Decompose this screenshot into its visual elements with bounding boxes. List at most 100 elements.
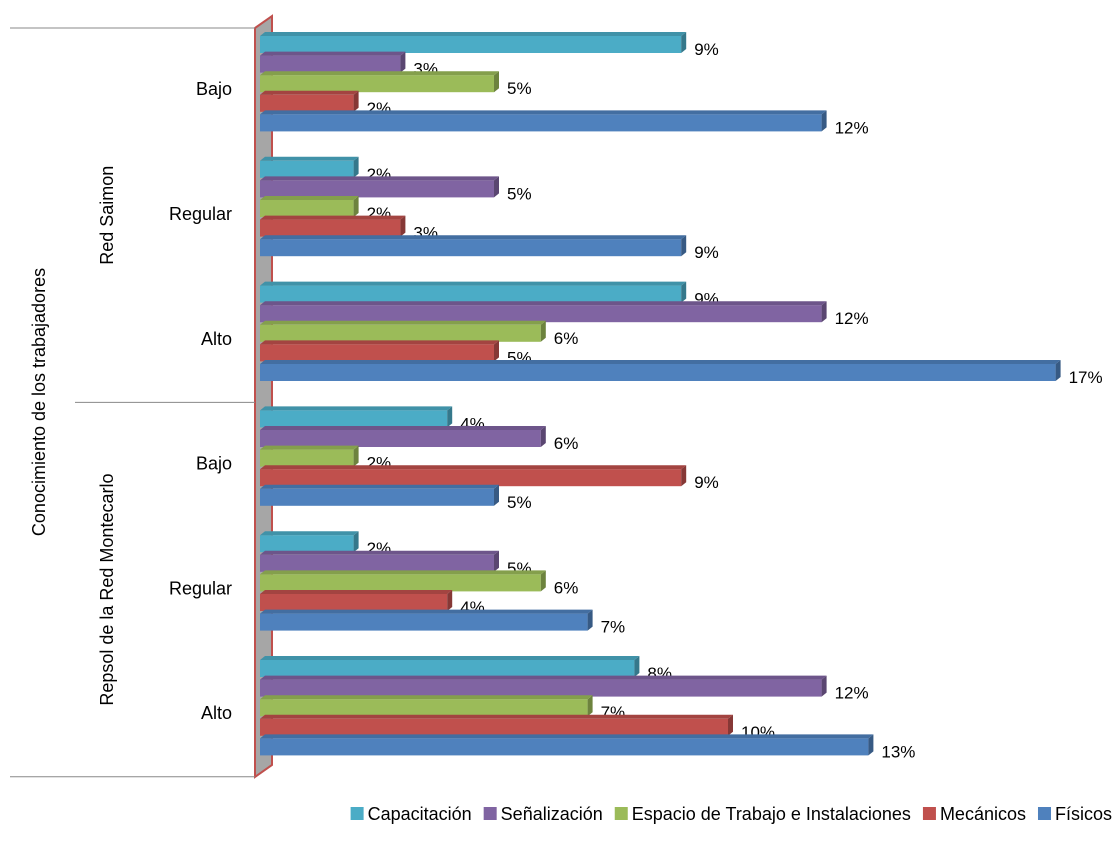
bar-side	[494, 71, 499, 93]
bar	[260, 36, 682, 53]
bar	[260, 324, 541, 342]
category-label: Regular	[169, 578, 232, 598]
bar-side	[447, 406, 453, 428]
value-label: 13%	[881, 742, 915, 761]
bar	[260, 239, 682, 257]
category-label: Regular	[169, 204, 232, 224]
legend-label: Capacitación	[368, 804, 472, 824]
bar-side	[400, 51, 406, 73]
bar-side	[681, 235, 687, 257]
bar-top	[260, 714, 733, 719]
bar-top	[260, 484, 499, 489]
bar-side	[400, 215, 406, 237]
legend: Capacitación Señalización Espacio de Traba…	[350, 804, 1112, 824]
bar	[260, 364, 1056, 381]
bar	[260, 574, 541, 592]
bar	[260, 718, 728, 736]
legend-swatch	[483, 807, 497, 820]
bar	[260, 200, 354, 217]
bar-top	[260, 656, 640, 660]
bar-top	[260, 406, 453, 411]
group-label: Repsol de la Red Montecarlo	[97, 474, 117, 706]
bar-top	[260, 215, 406, 220]
bar	[260, 469, 682, 487]
group-label: Red Saimon	[97, 166, 117, 265]
bar-top	[260, 235, 687, 240]
bar-top	[260, 281, 687, 286]
legend-label: Señalización	[501, 804, 603, 824]
legend-swatch	[922, 807, 936, 820]
value-label: 6%	[554, 329, 579, 348]
bar	[260, 554, 494, 572]
bar	[260, 94, 354, 112]
bar-side	[681, 32, 687, 53]
bar	[260, 679, 822, 697]
value-label: 5%	[507, 79, 532, 98]
category-label: Alto	[201, 703, 232, 723]
bar-top	[260, 590, 453, 594]
bar	[260, 55, 401, 73]
bar-side	[681, 281, 687, 303]
bar-side	[868, 734, 874, 756]
bar	[260, 430, 541, 447]
bar-side	[681, 465, 687, 487]
bar-top	[260, 675, 827, 680]
bar-side	[821, 301, 827, 323]
bar	[260, 114, 822, 132]
bar-top	[260, 734, 874, 739]
value-label: 5%	[507, 493, 532, 512]
bar	[260, 594, 448, 611]
legend-label: Mecánicos	[940, 804, 1026, 824]
bar-side	[447, 590, 453, 611]
bar	[260, 699, 588, 717]
bar-top	[260, 570, 546, 575]
bar	[260, 613, 588, 631]
legend-label: Espacio de Trabajo e Instalaciones	[632, 804, 911, 824]
legend-swatch	[350, 807, 364, 820]
bar-top	[260, 426, 546, 430]
bar-top	[260, 320, 546, 325]
bar-side	[540, 570, 546, 592]
bar-top	[260, 32, 687, 36]
bar	[260, 535, 354, 553]
value-label: 6%	[554, 578, 579, 597]
value-label: 12%	[835, 118, 869, 137]
bar-side	[728, 714, 733, 736]
category-label: Bajo	[196, 454, 232, 474]
bar	[260, 488, 494, 506]
bar	[260, 738, 869, 756]
bar-top	[260, 550, 499, 555]
value-label: 6%	[554, 434, 579, 453]
legend-swatch	[1037, 807, 1051, 820]
bar-top	[260, 301, 827, 306]
bar	[260, 305, 822, 323]
bar-side	[353, 445, 359, 467]
bar-side	[587, 695, 593, 717]
bar-side	[494, 550, 499, 572]
bar-top	[260, 695, 593, 700]
value-label: 12%	[835, 684, 869, 703]
value-label: 9%	[694, 243, 719, 262]
bar-top	[260, 51, 406, 56]
bar-top	[260, 156, 359, 161]
bar-top	[260, 445, 359, 450]
value-label: 7%	[601, 618, 626, 637]
bar-side	[1055, 360, 1061, 381]
bar-top	[260, 465, 687, 470]
bar-top	[260, 110, 827, 115]
bar-side	[353, 156, 359, 178]
bar-side	[353, 531, 359, 553]
category-label: Alto	[201, 329, 232, 349]
axis-label: Conocimiento de los trabajadores	[29, 268, 49, 536]
bar-side	[587, 609, 593, 631]
bar-side	[634, 656, 640, 677]
bar-side	[494, 340, 499, 362]
bar	[260, 660, 635, 677]
bar-top	[260, 71, 499, 76]
category-label: Bajo	[196, 79, 232, 99]
bar	[260, 410, 448, 428]
bar-side	[821, 110, 827, 132]
bar-top	[260, 196, 359, 200]
bar	[260, 160, 354, 178]
bar-top	[260, 90, 359, 95]
